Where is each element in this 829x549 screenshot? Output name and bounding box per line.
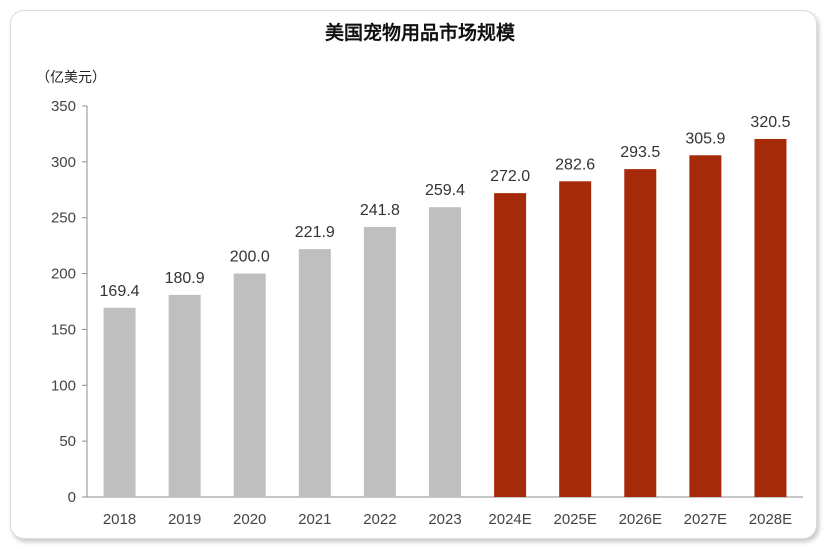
data-label-2028E: 320.5 [750, 114, 790, 131]
y-tick-label: 300 [51, 154, 76, 171]
data-label-2027E: 305.9 [685, 130, 725, 147]
x-tick-label-2026E: 2026E [619, 511, 662, 528]
bar-2019 [168, 294, 201, 497]
data-label-2022: 241.8 [360, 202, 400, 219]
bar-2020 [233, 273, 266, 497]
x-tick-label-2025E: 2025E [553, 511, 596, 528]
x-tick-label-2020: 2020 [233, 511, 266, 528]
y-axis: 0 50 100 150 200 250 300 350 [51, 98, 88, 506]
y-tick-label: 100 [51, 377, 76, 394]
data-label-2021: 221.9 [295, 224, 335, 241]
y-tick-label: 150 [51, 321, 76, 338]
bar-2027E [689, 155, 722, 498]
x-axis: 2018 2019 2020 2021 2022 2023 2024E 2025E 2026E 2… [87, 496, 803, 528]
data-labels: 169.4 180.9 200.0 221.9 241.8 259.4 272.0 282.6… [100, 114, 791, 300]
data-label-2020: 200.0 [230, 249, 270, 266]
bar-2023 [429, 207, 461, 498]
bar-2026E [624, 169, 657, 497]
x-tick-label-2024E: 2024E [488, 511, 531, 528]
x-tick-label-2018: 2018 [103, 511, 136, 528]
x-tick-label-2022: 2022 [363, 511, 396, 528]
y-tick-label: 250 [51, 210, 76, 227]
chart-card [10, 10, 817, 539]
data-label-2019: 180.9 [165, 270, 205, 287]
y-tick-label: 50 [59, 433, 76, 450]
bar-2021 [298, 249, 331, 497]
bar-2022 [363, 226, 396, 497]
x-tick-label-2021: 2021 [298, 511, 331, 528]
data-label-2025E: 282.6 [555, 156, 595, 173]
bar-2018 [103, 307, 136, 497]
bar-2028E [754, 138, 787, 497]
data-label-2026E: 293.5 [620, 144, 660, 161]
data-label-2023: 259.4 [425, 182, 465, 199]
x-tick-label-2019: 2019 [168, 511, 201, 528]
y-tick-label: 350 [51, 98, 76, 115]
x-tick-label-2027E: 2027E [684, 511, 727, 528]
unit-label: （亿美元） [36, 70, 106, 86]
y-tick-label: 0 [68, 489, 76, 506]
bars [103, 138, 787, 498]
bar-2024E [494, 193, 527, 497]
data-label-2024E: 272.0 [490, 168, 530, 185]
data-label-2018: 169.4 [100, 283, 140, 300]
chart-title: 美国宠物用品市场规模 [325, 21, 516, 44]
x-tick-label-2028E: 2028E [749, 511, 792, 528]
bar-2025E [559, 181, 592, 498]
x-tick-label-2023: 2023 [428, 511, 461, 528]
y-tick-label: 200 [51, 266, 76, 283]
